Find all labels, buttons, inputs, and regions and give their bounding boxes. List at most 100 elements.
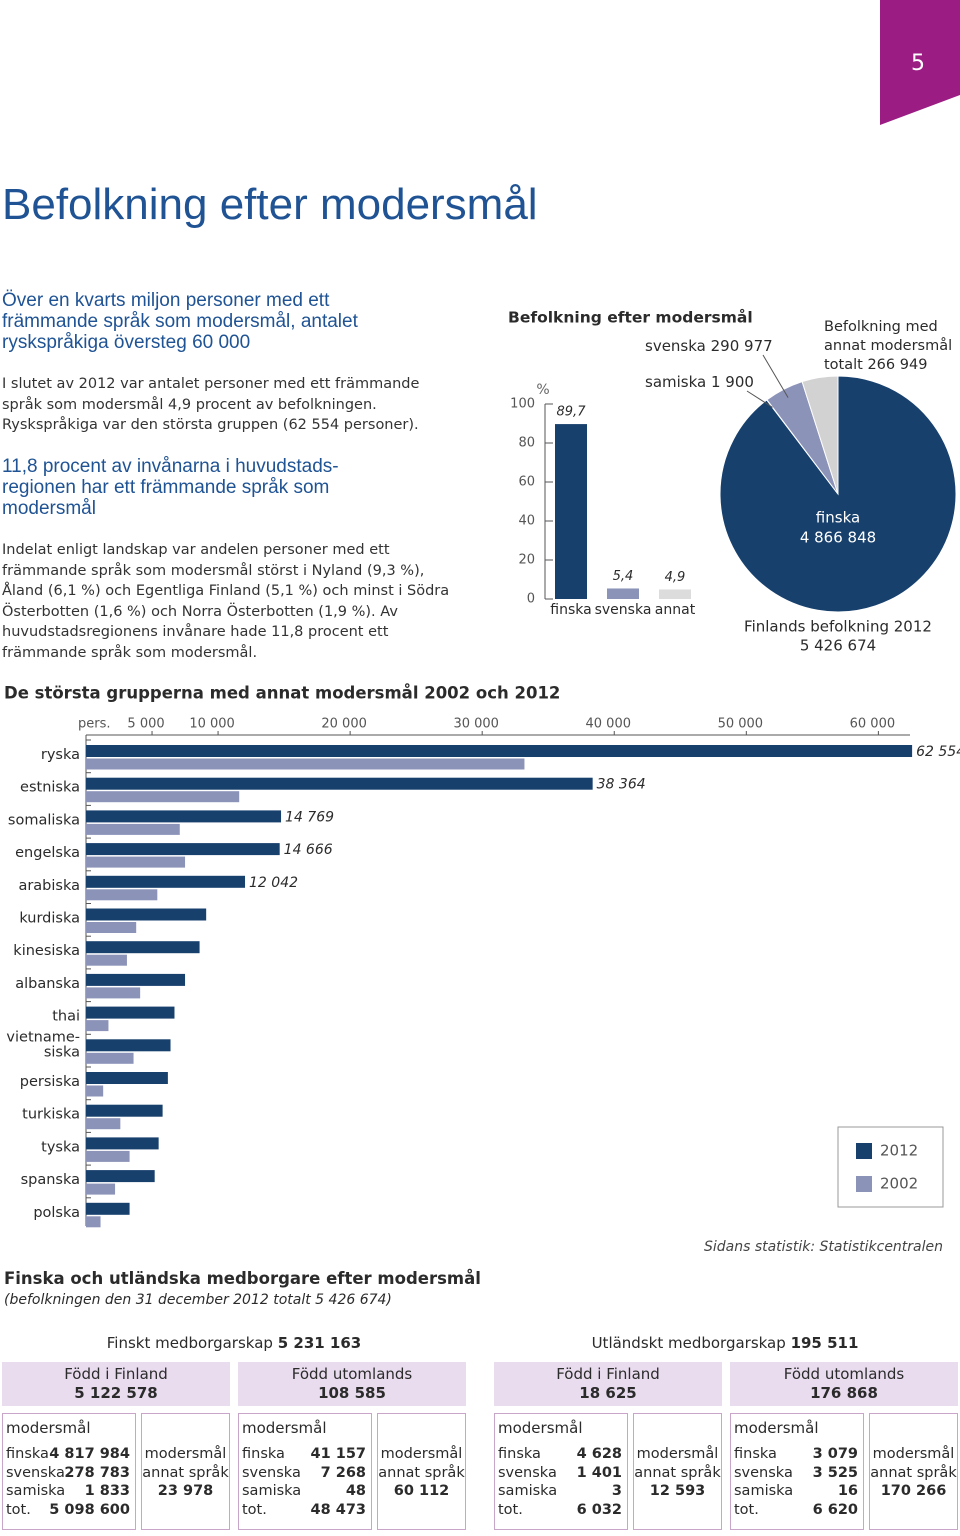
- bar: [86, 745, 913, 757]
- category-label: tyska: [41, 1139, 80, 1155]
- value-label: 5,4: [613, 569, 634, 584]
- row-value: 6 032: [576, 1502, 622, 1519]
- x-tick-label: annat: [655, 602, 696, 618]
- bar: [86, 791, 240, 803]
- row-label: finska: [498, 1446, 541, 1462]
- group-header: Utländskt medborgarskap 195 511: [495, 1334, 955, 1352]
- value-label: 14 769: [285, 809, 334, 825]
- pie-slice: [801, 375, 839, 495]
- page-title: Befolkning efter modersmål: [2, 180, 538, 229]
- x-tick-label: 40 000: [586, 717, 632, 732]
- bar: [86, 823, 180, 835]
- y-tick-label: 80: [518, 436, 535, 451]
- other-label: modersmål annat språk: [378, 1446, 465, 1481]
- bar: [86, 1150, 130, 1162]
- category-label: engelska: [15, 845, 80, 861]
- slice-label-value: 1 900: [711, 373, 754, 391]
- mother-tongue-box: modersmål finska 41 157 svenska 7 268 samiska…: [238, 1413, 372, 1530]
- page-number: 5: [911, 51, 925, 76]
- slice-label-value: 266 949: [867, 357, 928, 373]
- row: samiska 48: [242, 1482, 366, 1501]
- y-tick-label: 40: [518, 514, 535, 529]
- pie-caption: Finlands befolkning 2012: [744, 618, 932, 636]
- subgroup-total: 108 585: [318, 1384, 386, 1402]
- row-label: samiska: [6, 1483, 66, 1500]
- slice-label: Befolkning med annat modersmål totalt 26…: [824, 318, 956, 375]
- slice-label: finska: [816, 509, 860, 527]
- other-value: 170 266: [880, 1483, 947, 1499]
- other-language-box: modersmål annat språk 170 266: [869, 1413, 958, 1530]
- bar: [86, 810, 282, 823]
- table-title: Finska och utländska medborgare efter mo…: [4, 1269, 481, 1288]
- group-total: 195 511: [790, 1334, 859, 1352]
- other-label: modersmål annat språk: [142, 1446, 229, 1481]
- section-heading: Över en kvarts miljon personer med ett f…: [2, 290, 358, 353]
- leader-line: [746, 390, 773, 408]
- table-subtitle: (befolkningen den 31 december 2012 total…: [4, 1292, 392, 1308]
- row: finska 3 079: [734, 1445, 858, 1464]
- bar: [86, 1170, 155, 1183]
- subgroup-header: Född i Finland 18 625: [494, 1362, 722, 1406]
- subgroup-label: Född utomlands: [783, 1365, 905, 1383]
- row-value: 3 079: [812, 1446, 858, 1462]
- legend-swatch: [856, 1143, 872, 1159]
- category-label: somaliska: [8, 812, 80, 828]
- slice-label: svenska 290 977: [645, 337, 773, 355]
- section-text: Indelat enligt landskap var andelen pers…: [2, 542, 450, 661]
- row-label: svenska: [6, 1464, 65, 1481]
- box-heading: modersmål: [498, 1419, 583, 1437]
- bar: [555, 424, 587, 599]
- row-value: 6 620: [812, 1502, 858, 1519]
- legend-label: 2012: [880, 1142, 918, 1160]
- row-label: finska: [242, 1446, 285, 1462]
- other-label: modersmål annat språk: [634, 1446, 721, 1481]
- category-label-line: vietname-: [6, 1029, 80, 1045]
- slice-label-name: svenska: [645, 337, 706, 355]
- page-tab: [880, 0, 960, 125]
- value-label: 14 666: [284, 842, 333, 858]
- section-heading: 11,8 procent av invånarna i huvudstads­r…: [2, 456, 339, 519]
- row: tot. 6 032: [498, 1501, 622, 1520]
- other-language-box: modersmål annat språk 60 112: [377, 1413, 466, 1530]
- mother-tongue-box: modersmål finska 4 817 984 svenska 278 783 sa…: [2, 1413, 136, 1530]
- bar: [86, 1052, 134, 1064]
- value-label: 4,9: [665, 570, 686, 585]
- bar: [86, 856, 186, 868]
- subgroup-total: 18 625: [579, 1384, 637, 1402]
- category-label-line: siska: [44, 1044, 80, 1060]
- row-label: svenska: [242, 1464, 301, 1481]
- other-value: 12 593: [649, 1483, 706, 1499]
- category-label: polska: [33, 1205, 80, 1221]
- category-label: persiska: [20, 1074, 80, 1090]
- other-value: 60 112: [393, 1483, 450, 1499]
- group-label: Utländskt medborgarskap: [591, 1334, 786, 1352]
- group-label: Finskt medborgarskap: [106, 1334, 273, 1352]
- row: finska 4 817 984: [6, 1445, 130, 1464]
- x-tick-label: 5 000: [127, 717, 164, 732]
- row: tot. 6 620: [734, 1501, 858, 1520]
- bar: [86, 1039, 171, 1052]
- bar: [86, 1118, 121, 1130]
- subgroup-label: Född utomlands: [291, 1365, 413, 1383]
- legend-box: [837, 1126, 944, 1208]
- bar: [86, 1137, 159, 1150]
- y-tick-label: 100: [510, 397, 535, 412]
- subgroup-header: Född utomlands 108 585: [238, 1362, 466, 1406]
- chart-title: De största grupperna med annat modersmål…: [4, 684, 560, 703]
- category-label: ryska: [41, 747, 80, 763]
- bar: [86, 1202, 130, 1215]
- bar: [86, 1020, 109, 1032]
- row-value: 3: [611, 1483, 622, 1500]
- x-tick-label: 60 000: [850, 717, 896, 732]
- x-tick-label: 30 000: [453, 717, 499, 732]
- bar: [86, 1072, 168, 1084]
- row-value: 7 268: [320, 1464, 366, 1481]
- legend-swatch: [856, 1176, 872, 1192]
- subgroup-header: Född utomlands 176 868: [730, 1362, 958, 1406]
- row: samiska 16: [734, 1482, 858, 1501]
- row-label: finska: [6, 1446, 49, 1462]
- x-tick-label: svenska: [595, 602, 652, 618]
- bar: [86, 973, 186, 986]
- row-value: 278 783: [64, 1464, 130, 1481]
